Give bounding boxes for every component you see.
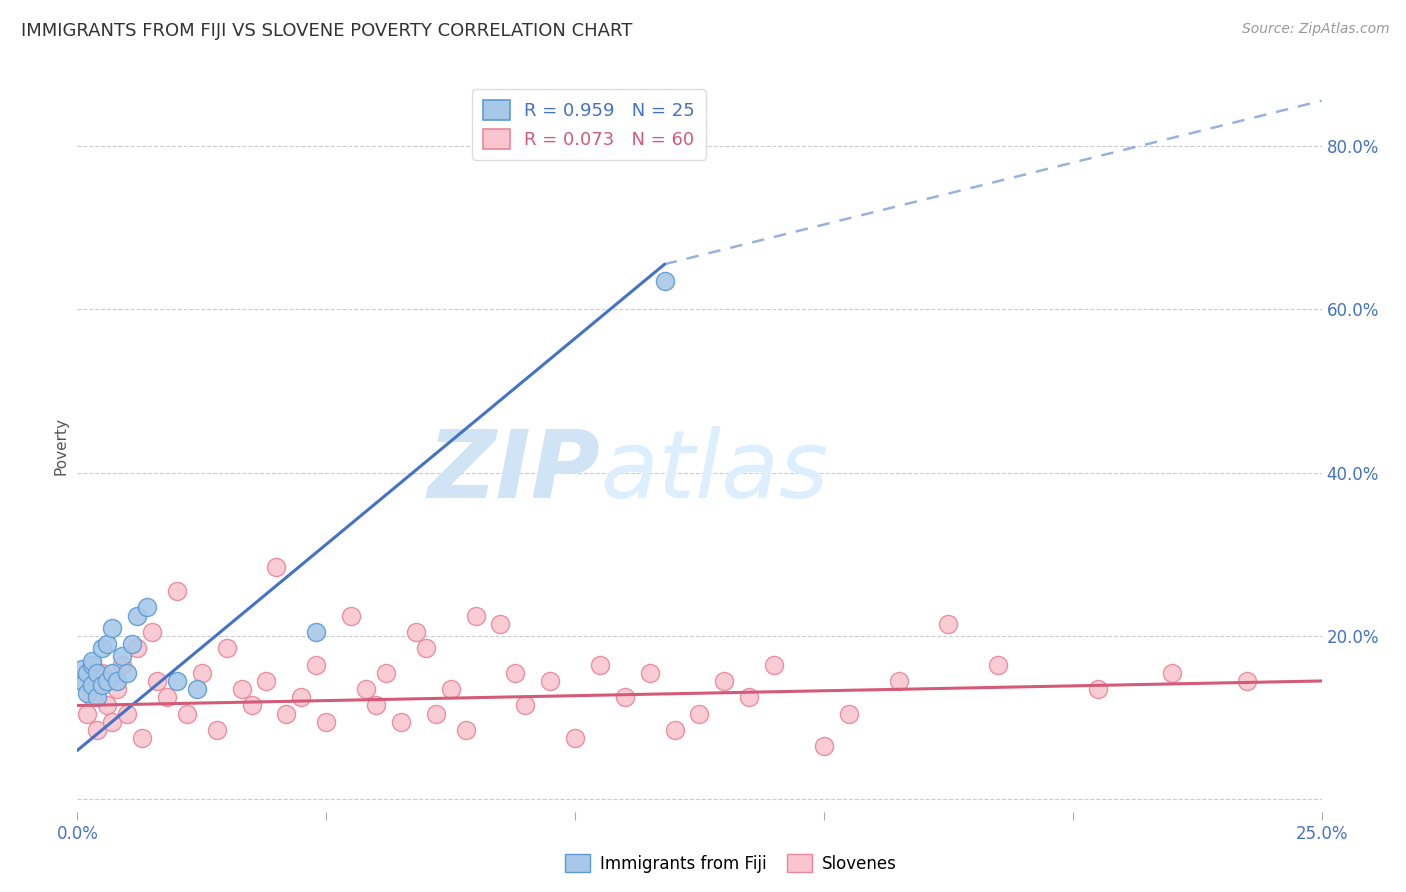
Point <box>82 657 104 672</box>
Point <box>125 641 148 656</box>
Point <box>131 731 153 746</box>
Point <box>215 641 238 656</box>
Point <box>354 682 377 697</box>
Point <box>415 641 437 656</box>
Point <box>115 665 138 680</box>
Point <box>105 682 128 697</box>
Point <box>146 673 169 688</box>
Point <box>82 690 104 705</box>
Point <box>186 682 208 697</box>
Point <box>738 690 761 705</box>
Point <box>589 657 612 672</box>
Point <box>76 665 98 680</box>
Point <box>125 608 148 623</box>
Legend: R = 0.959   N = 25, R = 0.073   N = 60: R = 0.959 N = 25, R = 0.073 N = 60 <box>472 89 706 160</box>
Point <box>305 657 328 672</box>
Point <box>86 665 108 680</box>
Point <box>305 624 328 639</box>
Point <box>1236 673 1258 688</box>
Point <box>290 690 312 705</box>
Point <box>101 665 124 680</box>
Point <box>96 637 118 651</box>
Point <box>340 608 363 623</box>
Point <box>564 731 586 746</box>
Point <box>91 665 114 680</box>
Point <box>205 723 228 737</box>
Point <box>1087 682 1109 697</box>
Point <box>613 690 636 705</box>
Point <box>638 665 661 680</box>
Point <box>654 273 676 287</box>
Point <box>72 673 94 688</box>
Point <box>425 706 447 721</box>
Text: IMMIGRANTS FROM FIJI VS SLOVENE POVERTY CORRELATION CHART: IMMIGRANTS FROM FIJI VS SLOVENE POVERTY … <box>21 22 633 40</box>
Point <box>82 678 104 692</box>
Point <box>101 714 124 729</box>
Point <box>76 686 98 700</box>
Point <box>374 665 396 680</box>
Point <box>440 682 463 697</box>
Legend: Immigrants from Fiji, Slovenes: Immigrants from Fiji, Slovenes <box>558 847 904 880</box>
Point <box>176 706 198 721</box>
Point <box>454 723 477 737</box>
Point <box>96 698 118 713</box>
Point <box>166 673 188 688</box>
Point <box>315 714 337 729</box>
Point <box>838 706 860 721</box>
Point <box>156 690 179 705</box>
Point <box>72 662 94 676</box>
Point <box>515 698 537 713</box>
Point <box>72 673 94 688</box>
Point <box>82 654 104 668</box>
Text: atlas: atlas <box>600 426 828 517</box>
Point <box>240 698 263 713</box>
Point <box>105 673 128 688</box>
Point <box>266 559 288 574</box>
Y-axis label: Poverty: Poverty <box>53 417 69 475</box>
Point <box>115 706 138 721</box>
Point <box>689 706 711 721</box>
Point <box>141 624 163 639</box>
Point <box>938 616 960 631</box>
Point <box>86 690 108 705</box>
Point <box>101 621 124 635</box>
Point <box>489 616 512 631</box>
Point <box>887 673 910 688</box>
Point <box>111 657 134 672</box>
Point <box>464 608 486 623</box>
Point <box>86 723 108 737</box>
Point <box>231 682 253 697</box>
Point <box>121 637 143 651</box>
Point <box>166 584 188 599</box>
Point <box>813 739 835 754</box>
Point <box>96 673 118 688</box>
Point <box>256 673 278 688</box>
Point <box>1161 665 1184 680</box>
Point <box>191 665 214 680</box>
Point <box>91 678 114 692</box>
Point <box>505 665 527 680</box>
Text: ZIP: ZIP <box>427 425 600 517</box>
Point <box>276 706 298 721</box>
Point <box>664 723 686 737</box>
Point <box>136 600 159 615</box>
Point <box>76 706 98 721</box>
Point <box>987 657 1010 672</box>
Point <box>91 641 114 656</box>
Point <box>713 673 735 688</box>
Point <box>364 698 387 713</box>
Point <box>111 649 134 664</box>
Point <box>405 624 427 639</box>
Point <box>763 657 786 672</box>
Point <box>389 714 412 729</box>
Point <box>538 673 561 688</box>
Text: Source: ZipAtlas.com: Source: ZipAtlas.com <box>1241 22 1389 37</box>
